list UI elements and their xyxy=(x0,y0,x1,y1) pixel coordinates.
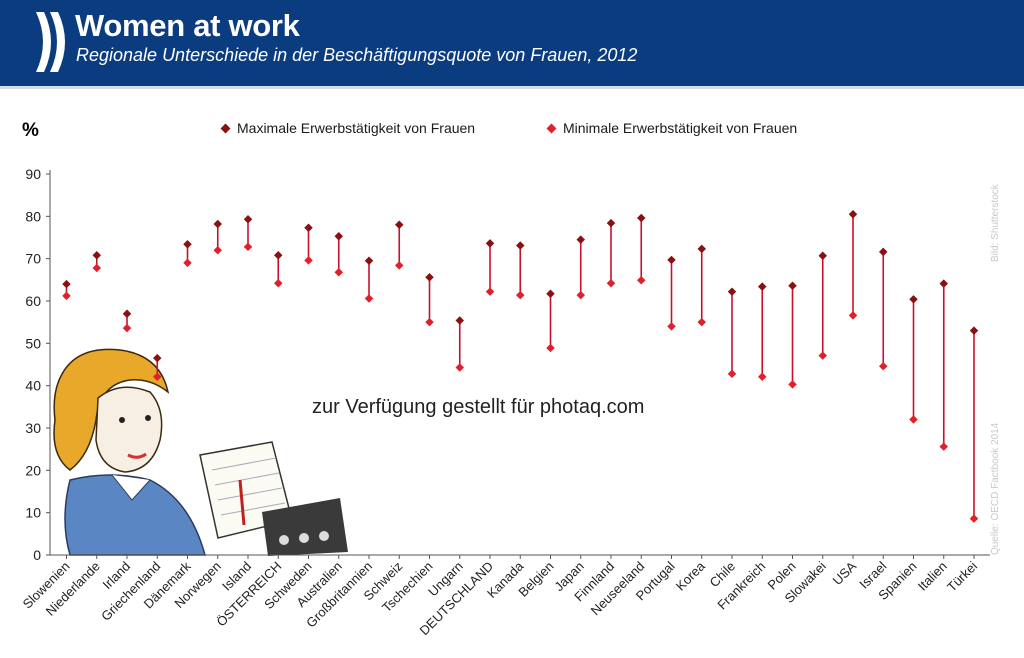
category-label: USA xyxy=(830,558,860,588)
legend-label-min: Minimale Erwerbstätigkeit von Frauen xyxy=(563,120,798,136)
min-point xyxy=(848,311,858,320)
y-tick-label: 10 xyxy=(25,505,41,521)
y-tick-label: 20 xyxy=(25,462,41,478)
max-point xyxy=(213,219,222,229)
min-point xyxy=(879,361,888,371)
max-point xyxy=(667,255,676,265)
min-point xyxy=(606,278,616,288)
min-point xyxy=(697,317,706,327)
min-point xyxy=(969,514,979,523)
image-credit: Bild: Shutterstock xyxy=(990,184,1001,262)
min-point xyxy=(364,294,374,303)
min-point xyxy=(122,323,132,333)
min-point xyxy=(516,290,525,300)
page-subtitle: Regionale Unterschiede in der Beschäftig… xyxy=(76,45,638,65)
woman-with-notepad-illustration xyxy=(53,348,348,556)
max-point xyxy=(818,251,827,260)
max-point xyxy=(243,215,253,224)
min-point xyxy=(395,261,404,270)
min-point xyxy=(334,267,343,277)
max-point xyxy=(546,289,555,299)
min-point xyxy=(62,291,71,301)
header-divider xyxy=(0,86,1024,89)
oecd-chevron-logo-icon xyxy=(36,12,65,72)
min-point xyxy=(153,372,162,382)
max-point xyxy=(62,279,71,289)
min-point xyxy=(818,351,827,360)
max-point xyxy=(425,273,434,282)
legend-item-max: Maximale Erwerbstätigkeit von Frauen xyxy=(220,120,476,136)
watermark-text: zur Verfügung gestellt für photaq.com xyxy=(312,396,645,418)
min-point xyxy=(727,369,737,379)
min-point xyxy=(485,287,495,296)
max-point xyxy=(758,282,767,291)
min-point xyxy=(788,380,797,389)
max-point xyxy=(92,251,101,260)
max-point xyxy=(909,295,918,304)
max-point xyxy=(183,240,192,249)
max-point xyxy=(788,281,797,291)
y-tick-label: 90 xyxy=(25,166,41,182)
category-label: Türkei xyxy=(944,558,980,594)
y-tick-label: 60 xyxy=(25,293,41,309)
max-point xyxy=(122,309,132,318)
legend-item-min: Minimale Erwerbstätigkeit von Frauen xyxy=(546,120,798,136)
min-point xyxy=(213,245,222,255)
max-point xyxy=(879,247,888,257)
max-point xyxy=(576,235,585,244)
y-tick-label: 50 xyxy=(25,335,41,351)
min-point xyxy=(667,322,676,331)
y-tick-label: 80 xyxy=(25,208,41,224)
category-label: Korea xyxy=(673,558,709,594)
min-point xyxy=(183,258,192,268)
source-note: Quelle: OECD Factbook 2014 xyxy=(990,422,1001,555)
min-point xyxy=(637,276,646,285)
max-point xyxy=(727,287,737,296)
min-point xyxy=(92,263,101,273)
min-point xyxy=(939,442,948,451)
header-banner: Women at work Regionale Unterschiede in … xyxy=(0,0,1024,86)
max-point xyxy=(637,213,646,223)
min-point xyxy=(909,415,918,424)
min-point xyxy=(455,363,464,372)
max-point xyxy=(334,231,343,241)
y-tick-label: 30 xyxy=(25,420,41,436)
max-point xyxy=(395,220,404,230)
y-tick-label: 40 xyxy=(25,378,41,394)
y-tick-label: 0 xyxy=(33,547,41,563)
max-point xyxy=(939,279,948,288)
max-point xyxy=(697,244,706,254)
max-point xyxy=(606,218,616,228)
max-point xyxy=(455,316,464,325)
max-point xyxy=(516,241,525,250)
max-point xyxy=(153,353,162,363)
max-point xyxy=(274,251,283,260)
max-point xyxy=(969,326,979,335)
page-title: Women at work xyxy=(75,8,300,43)
min-point xyxy=(243,242,253,252)
max-point xyxy=(364,256,374,266)
max-point xyxy=(485,239,495,248)
min-point xyxy=(576,290,585,300)
category-label: Italien xyxy=(915,559,950,594)
max-point xyxy=(848,209,858,219)
min-point xyxy=(758,372,767,382)
min-point xyxy=(274,278,283,288)
y-axis-unit-label: % xyxy=(22,120,39,141)
min-point xyxy=(546,343,555,353)
y-tick-label: 70 xyxy=(25,251,41,267)
min-point xyxy=(304,256,313,265)
max-point xyxy=(304,223,313,233)
legend-label-max: Maximale Erwerbstätigkeit von Frauen xyxy=(237,120,476,136)
min-point xyxy=(425,317,434,327)
